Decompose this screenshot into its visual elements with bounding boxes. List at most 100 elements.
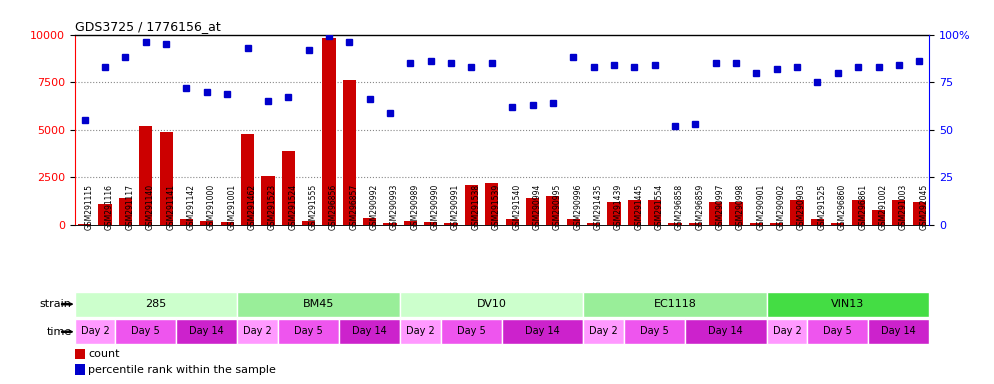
Text: VIN13: VIN13	[831, 299, 865, 309]
Bar	[668, 223, 682, 225]
Bar	[689, 223, 702, 225]
Bar	[401, 319, 441, 344]
Text: GSM290989: GSM290989	[411, 184, 419, 230]
Text: GSM291538: GSM291538	[471, 184, 480, 230]
Bar	[343, 80, 356, 225]
Text: GSM291539: GSM291539	[492, 184, 501, 230]
Text: GSM290901: GSM290901	[756, 184, 765, 230]
Bar	[465, 185, 478, 225]
Bar	[912, 202, 925, 225]
Bar	[200, 221, 214, 225]
Text: strain: strain	[40, 299, 72, 309]
Bar	[363, 218, 377, 225]
Bar	[811, 219, 824, 225]
Text: Day 5: Day 5	[294, 326, 323, 336]
Text: GSM290994: GSM290994	[533, 184, 542, 230]
Text: GSM290997: GSM290997	[716, 184, 725, 230]
Text: GSM290996: GSM290996	[574, 184, 582, 230]
Text: Day 2: Day 2	[407, 326, 435, 336]
Text: GSM291555: GSM291555	[308, 184, 318, 230]
Text: GSM291525: GSM291525	[817, 184, 826, 230]
Text: GSM296860: GSM296860	[838, 184, 847, 230]
Text: Day 14: Day 14	[882, 326, 916, 336]
Bar	[238, 319, 278, 344]
Text: GSM291141: GSM291141	[166, 184, 175, 230]
Bar	[119, 199, 132, 225]
Text: count: count	[88, 349, 119, 359]
Bar	[869, 319, 929, 344]
Bar	[339, 319, 401, 344]
Text: Day 2: Day 2	[81, 326, 109, 336]
Bar	[401, 292, 583, 316]
Text: GSM291142: GSM291142	[187, 184, 196, 230]
Text: BM45: BM45	[303, 299, 334, 309]
Bar	[79, 224, 91, 225]
Bar	[547, 197, 560, 225]
Bar	[404, 221, 417, 225]
Bar	[302, 221, 315, 225]
Text: GSM291000: GSM291000	[207, 184, 216, 230]
Bar	[322, 38, 336, 225]
Text: Day 5: Day 5	[457, 326, 486, 336]
Text: Day 2: Day 2	[589, 326, 618, 336]
Text: GSM291524: GSM291524	[288, 184, 297, 230]
Text: GSM291462: GSM291462	[248, 184, 256, 230]
Bar	[893, 200, 906, 225]
Text: GSM290992: GSM290992	[370, 184, 379, 230]
Text: GSM296856: GSM296856	[329, 184, 338, 230]
Text: GSM296859: GSM296859	[696, 184, 705, 230]
Text: Day 14: Day 14	[709, 326, 744, 336]
Bar	[238, 292, 401, 316]
Bar	[766, 292, 929, 316]
Bar	[624, 319, 685, 344]
Bar	[176, 319, 238, 344]
Bar	[872, 210, 885, 225]
Bar	[831, 223, 845, 225]
Bar	[180, 219, 193, 225]
Text: GSM291116: GSM291116	[105, 184, 114, 230]
Bar	[583, 292, 766, 316]
Bar	[75, 319, 115, 344]
Text: Day 2: Day 2	[772, 326, 801, 336]
Text: GSM290902: GSM290902	[776, 184, 785, 230]
Text: DV10: DV10	[477, 299, 507, 309]
Text: GSM296861: GSM296861	[858, 184, 867, 230]
Text: Day 5: Day 5	[131, 326, 160, 336]
Text: percentile rank within the sample: percentile rank within the sample	[88, 364, 276, 374]
Text: GSM291435: GSM291435	[593, 184, 602, 230]
Bar	[444, 223, 457, 225]
Text: 285: 285	[145, 299, 167, 309]
Bar	[709, 202, 723, 225]
Bar	[502, 319, 583, 344]
Bar	[75, 364, 84, 375]
Text: Day 5: Day 5	[640, 326, 669, 336]
Bar	[424, 222, 437, 225]
Text: Day 5: Day 5	[823, 326, 852, 336]
Bar	[607, 202, 620, 225]
Text: EC1118: EC1118	[653, 299, 697, 309]
Bar	[139, 126, 152, 225]
Text: Day 14: Day 14	[525, 326, 560, 336]
Text: GSM291554: GSM291554	[655, 184, 664, 230]
Text: GSM291523: GSM291523	[268, 184, 277, 230]
Bar	[221, 222, 234, 225]
Text: GSM291115: GSM291115	[84, 184, 93, 230]
Text: Day 2: Day 2	[244, 326, 272, 336]
Bar	[159, 132, 173, 225]
Bar	[441, 319, 502, 344]
Text: Day 14: Day 14	[190, 326, 225, 336]
Bar	[384, 223, 397, 225]
Text: GSM292045: GSM292045	[919, 184, 928, 230]
Bar	[485, 183, 498, 225]
Bar	[526, 199, 539, 225]
Text: GSM291439: GSM291439	[614, 184, 623, 230]
Text: GSM291003: GSM291003	[899, 184, 908, 230]
Bar	[648, 200, 661, 225]
Text: GSM296857: GSM296857	[349, 184, 358, 230]
Bar	[852, 200, 865, 225]
Text: GSM291117: GSM291117	[125, 184, 134, 230]
Text: Day 14: Day 14	[352, 326, 387, 336]
Bar	[770, 223, 783, 225]
Text: GSM290903: GSM290903	[797, 184, 806, 230]
Bar	[583, 319, 624, 344]
